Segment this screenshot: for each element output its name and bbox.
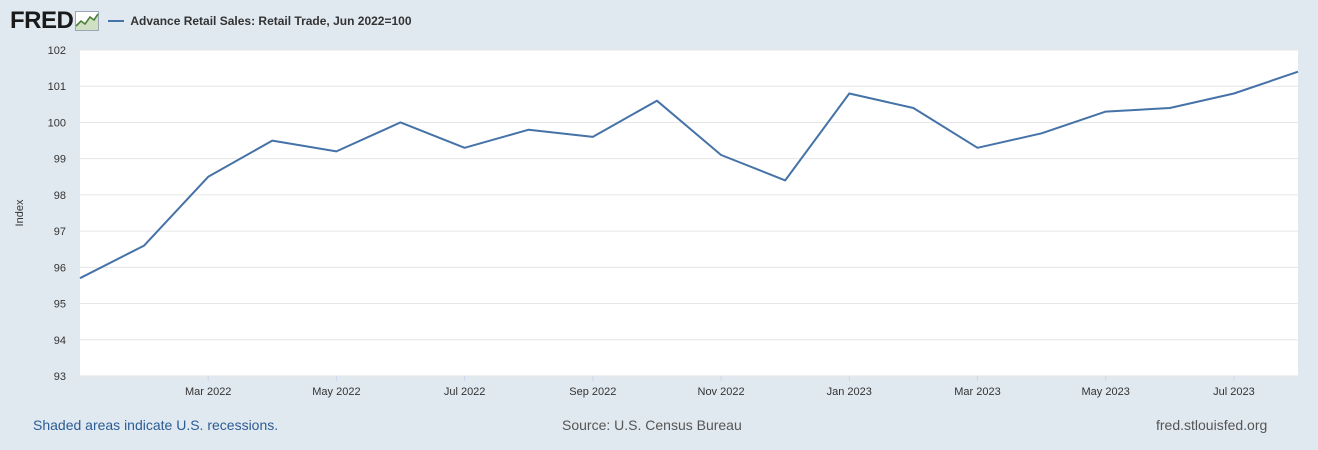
- y-tick-label: 98: [54, 190, 66, 202]
- data-point[interactable]: [715, 149, 727, 161]
- y-axis-label: Index: [14, 199, 26, 226]
- y-tick-label: 94: [54, 335, 66, 347]
- data-point[interactable]: [202, 171, 214, 183]
- fred-logo-text: FRED: [10, 7, 74, 34]
- data-point[interactable]: [1100, 106, 1112, 118]
- x-tick-label: Mar 2023: [954, 386, 1000, 398]
- y-tick-label: 95: [54, 299, 66, 311]
- x-tick-label: Jan 2023: [827, 386, 872, 398]
- x-tick-label: Mar 2022: [185, 386, 231, 398]
- source-note: Source: U.S. Census Bureau: [562, 417, 742, 433]
- x-tick-label: Nov 2022: [698, 386, 745, 398]
- series-group: [74, 66, 1304, 284]
- y-tick-label: 101: [48, 81, 66, 93]
- data-point[interactable]: [74, 272, 86, 284]
- gridlines: [80, 49, 1298, 377]
- x-tick-label: May 2022: [312, 386, 360, 398]
- data-point[interactable]: [459, 142, 471, 154]
- data-point[interactable]: [138, 240, 150, 252]
- data-point[interactable]: [651, 95, 663, 107]
- site-link[interactable]: fred.stlouisfed.org: [1156, 417, 1268, 433]
- data-point[interactable]: [523, 124, 535, 136]
- data-point[interactable]: [779, 174, 791, 186]
- line-chart: 93 94 95 96 97 98 99 100 101 102 Mar 2022 May 2022…: [14, 45, 1304, 398]
- x-tick-label: May 2023: [1082, 386, 1130, 398]
- y-tick-label: 100: [48, 117, 66, 129]
- data-point[interactable]: [587, 131, 599, 143]
- data-point[interactable]: [1164, 102, 1176, 114]
- y-axis-ticks: 93 94 95 96 97 98 99 100 101 102: [48, 45, 66, 383]
- y-tick-label: 102: [48, 45, 66, 57]
- x-tick-label: Sep 2022: [569, 386, 616, 398]
- data-point[interactable]: [395, 116, 407, 128]
- recession-note: Shaded areas indicate U.S. recessions.: [33, 417, 279, 433]
- x-tick-label: Jul 2023: [1213, 386, 1255, 398]
- series-line[interactable]: [79, 70, 1299, 280]
- legend-label: Advance Retail Sales: Retail Trade, Jun …: [130, 14, 412, 28]
- chart-header: FRED Advance Retail Sales: Retail Trade,…: [10, 6, 412, 36]
- y-tick-label: 97: [54, 226, 66, 238]
- data-point[interactable]: [971, 142, 983, 154]
- plot-background: [80, 50, 1298, 376]
- fred-logo[interactable]: FRED: [10, 7, 100, 34]
- data-point[interactable]: [1292, 66, 1304, 78]
- x-axis-ticks: Mar 2022 May 2022 Jul 2022 Sep 2022 Nov 2022…: [185, 376, 1255, 398]
- y-tick-label: 96: [54, 262, 66, 274]
- data-point[interactable]: [266, 135, 278, 147]
- sparkline-icon: [75, 11, 100, 31]
- y-tick-label: 93: [54, 371, 66, 383]
- data-point[interactable]: [1228, 87, 1240, 99]
- x-tick-label: Jul 2022: [444, 386, 486, 398]
- chart-legend[interactable]: Advance Retail Sales: Retail Trade, Jun …: [108, 14, 412, 28]
- data-point[interactable]: [330, 145, 342, 157]
- y-tick-label: 99: [54, 154, 66, 166]
- legend-swatch: [108, 20, 125, 22]
- data-point[interactable]: [1036, 127, 1048, 139]
- data-point[interactable]: [907, 102, 919, 114]
- data-point[interactable]: [843, 87, 855, 99]
